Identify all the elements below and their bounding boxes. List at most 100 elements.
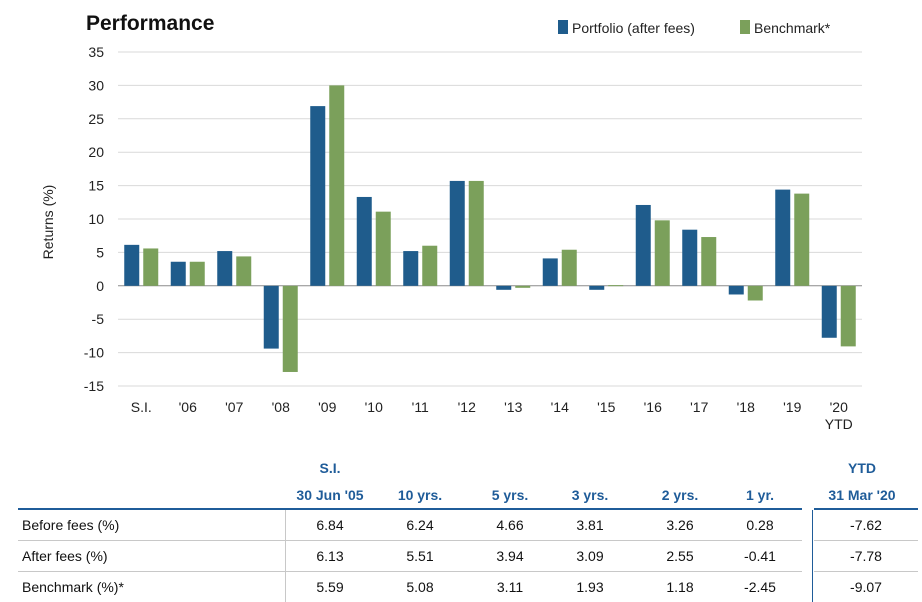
bar-benchmark [236,256,252,286]
bar-portfolio [217,251,233,286]
cell-ytd: -9.07 [850,579,882,595]
bar-benchmark [375,211,391,286]
cell-5yrs: 3.94 [496,548,524,564]
x-tick-label: '15 [597,399,615,415]
x-tick-label: '20 YTD [825,399,853,432]
col-header-ytd-top: YTD [848,460,876,476]
y-tick-label: 15 [88,178,104,194]
bar-benchmark [747,285,763,301]
table-row: Benchmark (%)* 5.59 5.08 3.11 1.93 1.18 … [18,572,918,602]
bar-portfolio [728,285,744,295]
row-label: Before fees (%) [22,517,120,533]
bar-portfolio [496,285,512,290]
x-tick-label: '08 [272,399,290,415]
bar-benchmark [515,285,531,288]
col-header-10yrs: 10 yrs. [397,487,443,503]
row-label: After fees (%) [22,548,108,564]
col-header-3yrs: 3 yrs. [571,487,609,503]
bar-benchmark [608,285,624,287]
col-header-si-date: 30 Jun '05 [296,487,364,503]
bar-portfolio [170,261,186,286]
legend: Portfolio (after fees) Benchmark* [558,20,831,36]
row-divider [18,571,802,572]
cell-5yrs: 4.66 [496,517,524,533]
bar-portfolio [263,285,279,349]
x-axis-ticks: S.I. '06 '07 '08 '09 '10 '11 '12 '13 '14 '15 '16 '17… [131,399,853,432]
column-divider [285,510,286,602]
gridlines [118,51,862,387]
x-tick-label: '07 [225,399,243,415]
cell-3yrs: 1.93 [576,579,604,595]
cell-5yrs: 3.11 [496,579,524,595]
legend-label-portfolio: Portfolio (after fees) [572,20,695,36]
bar-portfolio [682,229,698,286]
bar-benchmark [794,193,810,286]
y-tick-label: -5 [92,311,105,327]
col-header-si-top: S.I. [319,460,341,476]
y-tick-label: -10 [84,345,104,361]
bar-portfolio [449,180,465,286]
chart-title: Performance [86,12,214,35]
performance-table: S.I. 30 Jun '05 10 yrs. 5 yrs. 3 yrs. 2 … [0,452,922,602]
y-tick-label: 30 [88,77,104,93]
cell-2yrs: 3.26 [666,517,694,533]
y-tick-label: -15 [84,378,104,394]
col-header-2yrs: 2 yrs. [661,487,699,503]
bar-benchmark [468,180,484,286]
x-tick-label: '19 [783,399,801,415]
y-tick-label: 5 [96,244,104,260]
x-tick-label: '18 [737,399,755,415]
x-tick-label: '06 [179,399,197,415]
bar-portfolio [310,106,326,286]
x-tick-label: '13 [504,399,522,415]
x-tick-label: S.I. [131,399,152,415]
y-tick-label: 20 [88,144,104,160]
row-divider [814,540,918,541]
bar-portfolio [635,204,651,286]
cell-10yrs: 5.08 [406,579,434,595]
cell-10yrs: 5.51 [406,548,434,564]
bar-benchmark [654,220,670,286]
bar-benchmark [282,285,298,372]
table-row: Before fees (%) 6.84 6.24 4.66 3.81 3.26… [18,510,918,540]
bar-benchmark [701,237,717,286]
x-tick-label: '09 [318,399,336,415]
bar-portfolio [775,189,791,286]
cell-si: 5.59 [316,579,344,595]
col-header-1yr: 1 yr. [745,487,775,503]
bar-benchmark [329,85,345,286]
cell-si: 6.13 [316,548,344,564]
cell-si: 6.84 [316,517,344,533]
cell-2yrs: 1.18 [666,579,694,595]
bar-benchmark [840,285,856,347]
table-row: After fees (%) 6.13 5.51 3.94 3.09 2.55 … [18,541,918,571]
x-tick-label: '17 [690,399,708,415]
x-tick-label: '12 [458,399,476,415]
y-axis-label: Returns (%) [40,185,56,260]
bars [124,85,856,372]
x-tick-label: '10 [365,399,383,415]
row-divider [18,540,802,541]
cell-2yrs: 2.55 [666,548,694,564]
header-rule-ytd [814,508,918,510]
bar-portfolio [356,196,372,286]
legend-label-benchmark: Benchmark* [754,20,831,36]
x-tick-label: '16 [644,399,662,415]
cell-3yrs: 3.09 [576,548,604,564]
bar-benchmark [143,248,159,286]
bar-portfolio [403,251,419,286]
bar-portfolio [124,244,140,286]
cell-3yrs: 3.81 [576,517,604,533]
bar-portfolio [542,258,558,286]
y-tick-label: 0 [96,278,104,294]
row-divider [814,571,918,572]
y-axis-ticks: 35 30 25 20 15 10 5 0 -5 -10 -15 [84,44,104,394]
cell-1yr: -2.45 [744,579,776,595]
bar-portfolio [821,285,837,338]
cell-ytd: -7.62 [850,517,882,533]
col-header-ytd-date: 31 Mar '20 [828,487,896,503]
legend-swatch-benchmark [740,20,750,34]
row-label: Benchmark (%)* [22,579,124,595]
cell-1yr: 0.28 [746,517,774,533]
performance-chart: Performance Portfolio (after fees) Bench… [40,12,862,432]
